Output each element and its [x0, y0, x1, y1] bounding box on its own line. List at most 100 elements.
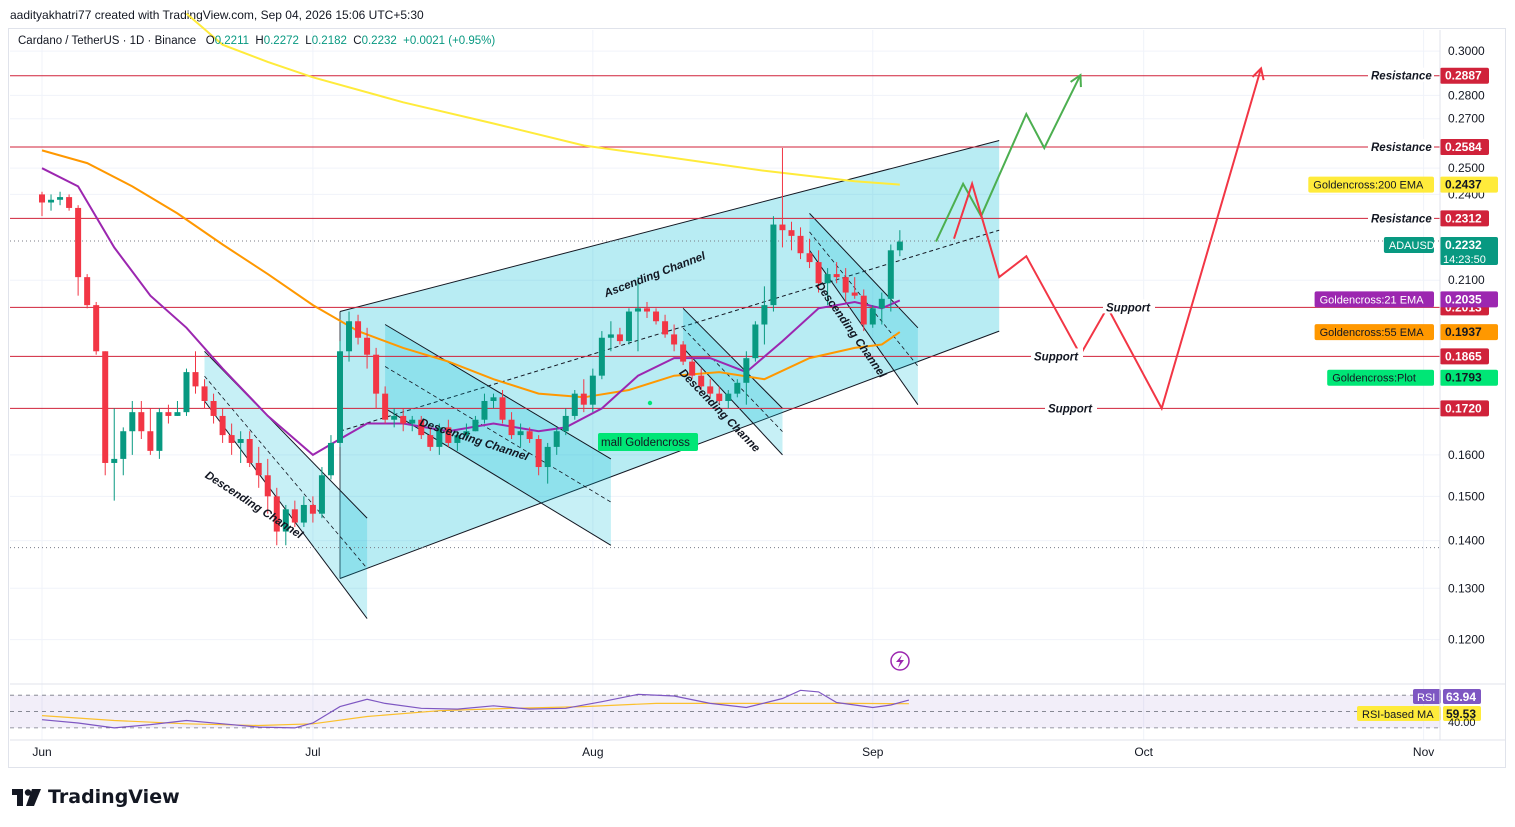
candle-body	[418, 419, 425, 436]
candle-body	[192, 372, 199, 387]
open-label: O	[205, 35, 215, 47]
level-price-tag-bg	[1440, 67, 1489, 84]
green-arrowhead-icon	[1070, 73, 1082, 88]
candle-body	[210, 400, 217, 416]
y-axis-tick-label: 0.1500	[1448, 489, 1485, 503]
candle-body	[815, 262, 822, 284]
candle-body	[318, 475, 325, 514]
candle-body	[264, 475, 271, 497]
goldencross-dot	[647, 400, 653, 406]
level-label: Resistance	[1371, 142, 1432, 154]
candle-body	[346, 321, 353, 352]
candle-body	[336, 351, 343, 443]
candle-body	[698, 375, 705, 387]
candle-body	[788, 230, 795, 236]
candle-body	[743, 358, 750, 383]
candle-body	[526, 431, 533, 440]
candle-body	[806, 253, 813, 263]
low-value: 0.2182	[311, 35, 347, 47]
candle-body	[309, 504, 316, 514]
level-price-tag-bg	[1440, 400, 1489, 417]
brand-name: TradingView	[48, 786, 180, 808]
price-tag-label: Goldencross:Plot	[1332, 373, 1416, 385]
price-tag-countdown: 14:23:50	[1443, 254, 1486, 266]
candle-body	[382, 393, 389, 420]
candle-body	[616, 334, 623, 342]
candle-body	[779, 224, 786, 231]
candle-body	[707, 386, 714, 394]
candle-body	[111, 458, 118, 463]
candle-body	[165, 412, 172, 416]
candle-body	[48, 199, 55, 203]
descending-channel-midline	[682, 327, 783, 432]
y-axis-tick-label: 0.2500	[1448, 161, 1485, 175]
close-value: 0.2232	[361, 35, 397, 47]
candle-body	[553, 431, 560, 447]
candle-body	[237, 439, 244, 443]
candle-body	[436, 427, 443, 447]
attribution-text: aadityakhatri77 created with TradingView…	[10, 8, 424, 22]
candle-body	[887, 250, 894, 299]
candle-body	[499, 397, 506, 420]
candle-body	[625, 311, 632, 342]
candle-body	[797, 235, 804, 254]
level-label-bg	[1368, 138, 1434, 153]
lightning-icon	[890, 651, 910, 671]
candle-body	[373, 354, 380, 394]
high-value: 0.2272	[263, 35, 299, 47]
symbol-name: Cardano / TetherUS · 1D · Binance	[18, 35, 197, 47]
candle-body	[472, 419, 479, 432]
price-tag-value: 0.2232	[1445, 238, 1482, 252]
candle-body	[680, 344, 687, 362]
candle-body	[228, 435, 235, 443]
candle-body	[183, 372, 190, 413]
y-axis-tick-label: 0.3000	[1448, 44, 1485, 58]
level-label: Resistance	[1371, 213, 1432, 225]
candle-body	[364, 337, 371, 355]
candle-body	[300, 504, 307, 523]
candle-body	[66, 197, 73, 208]
low-label: L	[305, 35, 312, 47]
ema55-line	[41, 149, 901, 399]
x-axis-month-label: Jun	[32, 745, 51, 759]
candle-body	[580, 393, 587, 405]
x-axis-month-label: Jul	[305, 745, 320, 759]
symbol-legend: Cardano / TetherUS · 1D · Binance O0.221…	[18, 35, 495, 47]
tradingview-logo[interactable]: TradingView	[12, 786, 180, 808]
candle-body	[282, 509, 289, 532]
candle-body	[129, 412, 136, 432]
candle-body	[517, 431, 524, 436]
candle-body	[770, 224, 777, 306]
green-projection-path	[935, 74, 1082, 243]
level-label: Resistance	[1371, 71, 1432, 83]
candle-body	[761, 305, 768, 325]
candle-body	[653, 311, 660, 322]
level-label-bg	[1031, 348, 1083, 363]
descending-channel-upper	[682, 307, 783, 409]
descending-channel-midline	[384, 366, 612, 503]
candle-body	[75, 207, 82, 278]
level-label-bg	[1368, 210, 1434, 225]
descending-channel-fill	[385, 324, 611, 546]
candle-body	[851, 292, 858, 296]
candle-body	[752, 324, 759, 359]
y-axis-tick-label: 0.1200	[1448, 633, 1485, 647]
level-label-bg	[1045, 400, 1097, 415]
rsi-line	[41, 689, 910, 729]
candle-body	[607, 334, 614, 338]
candle-body	[219, 415, 226, 436]
candle-body	[246, 439, 253, 463]
candle-body	[571, 393, 578, 416]
open-value: 0.2211	[214, 35, 250, 47]
x-axis-month-label: Oct	[1134, 745, 1153, 759]
candle-body	[409, 419, 416, 424]
ascending-channel-upper	[339, 140, 1000, 312]
candle-body	[93, 305, 100, 352]
candle-body	[355, 321, 362, 338]
candle-body	[589, 375, 596, 405]
candle-body	[734, 382, 741, 394]
level-price-tag: 0.2584	[1445, 140, 1482, 154]
candle-body	[490, 397, 497, 401]
candle-body	[427, 435, 434, 447]
